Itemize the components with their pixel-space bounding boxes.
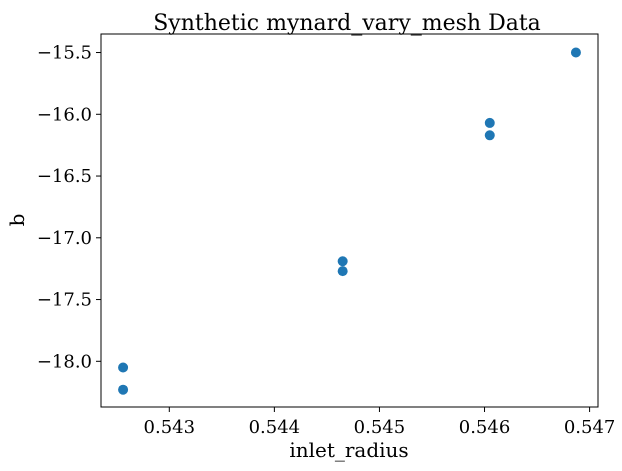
- x-tick-label: 0.545: [354, 417, 406, 438]
- chart-title: Synthetic mynard_vary_mesh Data: [153, 11, 541, 36]
- data-point: [570, 47, 581, 58]
- x-tick-label: 0.546: [459, 417, 511, 438]
- x-tick-label: 0.543: [144, 417, 196, 438]
- y-tick-label: −18.0: [37, 351, 92, 372]
- y-tick-label: −17.5: [37, 290, 92, 311]
- x-tick-label: 0.547: [564, 417, 616, 438]
- data-point: [337, 266, 348, 277]
- y-axis: −18.0 −17.5 −17.0 −16.5 −16.0 −15.5: [37, 43, 101, 372]
- y-tick-label: −17.0: [37, 228, 92, 249]
- data-point: [118, 384, 129, 395]
- y-axis-label: b: [5, 214, 29, 227]
- y-tick-label: −16.5: [37, 166, 92, 187]
- data-point: [337, 256, 348, 267]
- x-axis: 0.543 0.544 0.545 0.546 0.547: [144, 407, 616, 438]
- data-point: [484, 117, 495, 128]
- x-axis-label: inlet_radius: [289, 438, 408, 462]
- data-point: [484, 130, 495, 141]
- data-points: [118, 47, 581, 395]
- x-tick-label: 0.544: [249, 417, 301, 438]
- plot-frame: [100, 33, 599, 408]
- y-tick-label: −15.5: [37, 43, 92, 64]
- data-point: [118, 362, 129, 373]
- y-tick-label: −16.0: [37, 104, 92, 125]
